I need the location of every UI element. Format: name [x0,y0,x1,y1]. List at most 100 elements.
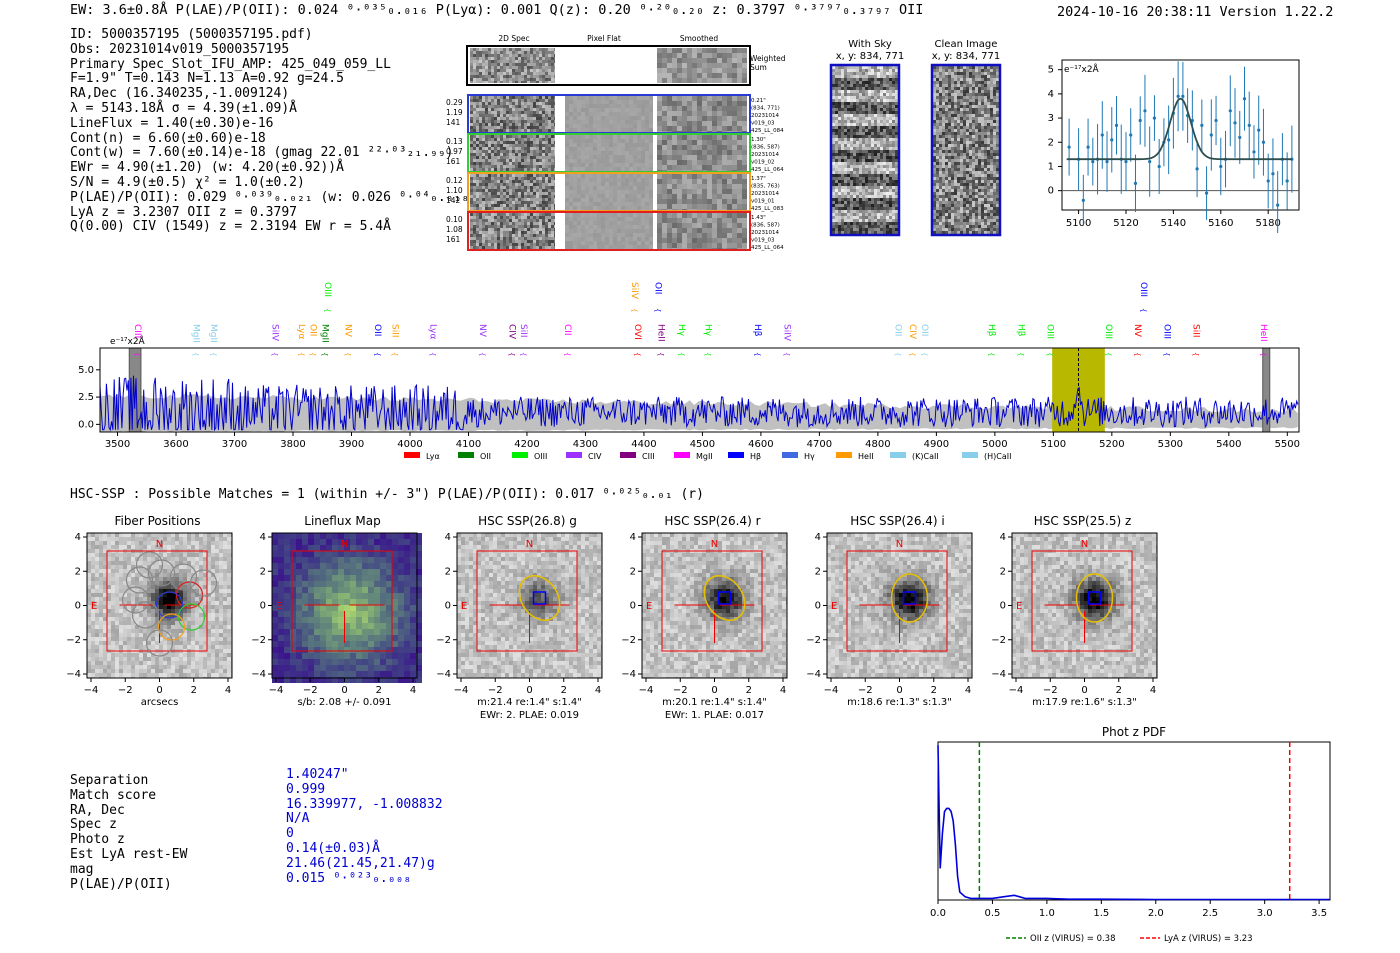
emission-line-label: HeII [1258,324,1268,342]
masked-region [1262,347,1271,433]
spectrum-xtick-label: 4100 [456,439,481,450]
thumb-ytick-label: 2 [815,566,821,577]
emission-line-bracket: { [1046,352,1054,356]
info-line: S/N = 4.9(±0.5) χ² = 1.0(±0.2) [70,174,305,190]
match-label: P(LAE)/P(OII) [70,876,172,892]
emission-line-label: NV [1132,324,1142,338]
zoom-ytick-label: 0 [1048,186,1054,197]
emission-line-bracket: { [987,352,995,356]
emission-line-bracket: { [563,352,571,356]
thumb-xtick-label: 0 [1081,685,1087,696]
photz-xtick-label: 2.5 [1202,908,1218,919]
zoom-datapoint [1247,123,1251,127]
emission-line-label: OIII [1161,324,1171,339]
emission-line-label: Hβ [752,324,762,337]
thumb-xtick-label: 2 [1116,685,1122,696]
emission-line-label: MgII [191,324,201,343]
east-marker: E [276,601,282,612]
info-line: Cont(w) = 7.60(±0.14)e-18 (gmag 22.01 ²²… [70,145,454,161]
photz-legend-lya: LyA z (VIRUS) = 3.23 [1164,934,1253,944]
emission-line-bracket: { [320,352,328,356]
emission-line-bracket: { [271,352,279,356]
thumb-title: Lineflux Map [304,514,380,528]
match-value: 0.14(±0.03)Å [286,840,380,856]
thumb-xtick-label: 4 [965,685,971,696]
legend-swatch [782,452,798,458]
emission-line-label: OIII [1045,324,1055,339]
thumb-ytick-label: −2 [806,635,821,646]
info-line: LyA z = 3.2307 OII z = 0.3797 [70,204,297,220]
emission-line-label: OIII [1103,324,1113,339]
row-smoothed [657,135,747,171]
east-marker: E [1016,601,1022,612]
info-line: EWr = 4.90(±1.20) (w: 4.20(±0.92))Å [70,160,344,176]
zoom-datapoint [1214,118,1218,123]
row-smoothed [657,174,747,210]
thumb-ytick-label: 0 [445,601,451,612]
cutout-row-stat: 0.12 [446,176,463,185]
cutout-row-frame [467,211,751,251]
match-label: Est LyA rest-EW [70,846,188,862]
thumb-xtick-label: 2 [561,685,567,696]
fiber-circle [189,569,218,597]
legend-swatch [566,452,582,458]
spectrum-xtick-label: 3600 [163,439,188,450]
fiber-circle [155,591,184,619]
spectrum-ylabel: e⁻¹⁷x2Å [110,335,146,347]
north-marker: N [896,539,903,550]
spectrum-xtick-label: 4300 [573,439,598,450]
thumb-ytick-label: 2 [445,566,451,577]
thumb-ytick-label: 0 [1000,601,1006,612]
spectrum-xtick-label: 4000 [397,439,422,450]
emission-line-label: CIII [132,324,142,338]
weighted-sum-label: Weighted [750,54,786,63]
photz-xtick-label: 3.5 [1311,908,1327,919]
thumb-image [457,533,602,678]
spectrum-xtick-label: 4200 [514,439,539,450]
emission-line-bracket: { [1104,352,1112,356]
row-pixel-flat [565,174,653,210]
zoom-datapoint [1157,164,1161,169]
photz-pdf-line [937,745,1330,901]
thumb-ytick-label: 4 [1000,532,1006,543]
thumb-ytick-label: −2 [621,635,636,646]
thumb-image [827,533,972,678]
galaxy-ellipse [518,575,561,621]
emission-line-label: OII [653,282,663,294]
emission-line-label: CIV [506,324,516,340]
emission-line-label: CIV [907,324,917,340]
spectrum-xtick-label: 3900 [339,439,364,450]
emission-line-bracket: { [703,352,711,356]
east-marker: E [646,601,652,612]
legend-label: Hβ [750,452,761,461]
spectrum-xtick-label: 5000 [982,439,1007,450]
emission-line-label: SiIV [781,324,791,342]
spectrum-xtick-label: 5200 [1099,439,1124,450]
photz-pdf-chart: Phot z PDF 0.0 0.5 1.0 1.5 2.0 2.5 3.0 3.5 OII z … [930,725,1331,944]
with-sky-frame [829,63,901,237]
emission-line-label: SiII [1191,324,1201,338]
photz-xtick-label: 0.0 [930,908,946,919]
legend-swatch [836,452,852,458]
info-line: Q(0.00) CIV (1549) z = 2.3194 EW r = 5.4… [70,219,391,235]
legend-label: OII [480,452,491,461]
header-timestamp-version: 2024-10-16 20:38:11 Version 1.22.2 [1057,4,1334,20]
emission-line-bracket: { [519,352,527,356]
thumb-ytick-label: −2 [436,635,451,646]
north-marker: N [156,539,163,550]
clean-image-title: Clean Image [935,39,998,50]
emission-line-label: OII [372,324,382,336]
emission-line-label: Lyα [296,324,306,340]
cutout-row-meta: 425_LL_083 [751,206,784,212]
fiber-circle [125,566,154,594]
thumb-caption-2: EWr: 2. PLAE: 0.019 [480,710,579,721]
emission-line-bracket: { [1162,352,1170,356]
info-line: Cont(n) = 6.60(±0.60)e-18 [70,130,266,146]
zoom-datapoint [1233,121,1237,125]
emission-line-bracket: { [390,352,398,356]
emission-line-bracket: { [908,352,916,356]
zoom-datapoint [1181,94,1185,98]
info-line: λ = 5143.18Å σ = 4.39(±1.09)Å [70,100,297,116]
emission-line-label: HeII [656,324,666,342]
